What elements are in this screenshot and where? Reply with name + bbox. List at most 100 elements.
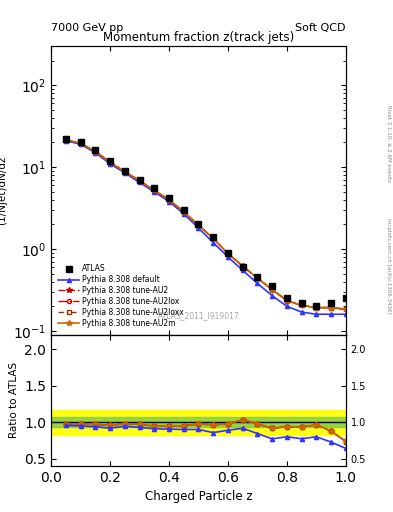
Pythia 8.308 default [299,309,304,315]
ATLAS [329,300,333,306]
ATLAS [64,136,68,142]
Pythia 8.308 tune-AU2lox [167,197,171,203]
Pythia 8.308 default [226,254,230,260]
Pythia 8.308 default [137,179,142,185]
ATLAS [299,300,304,306]
Pythia 8.308 tune-AU2m [93,148,98,155]
ATLAS [137,177,142,183]
ATLAS [78,139,83,145]
ATLAS [255,274,260,281]
Pythia 8.308 tune-AU2m [343,306,348,312]
Pythia 8.308 tune-AU2m [241,263,245,269]
Pythia 8.308 tune-AU2lox [182,209,186,215]
Pythia 8.308 tune-AU2lox [226,250,230,257]
Pythia 8.308 tune-AU2 [123,168,127,175]
Pythia 8.308 tune-AU2 [152,187,156,194]
ATLAS [343,295,348,302]
Pythia 8.308 tune-AU2 [196,222,201,228]
Pythia 8.308 tune-AU2lox [93,148,98,155]
Pythia 8.308 tune-AU2m [152,187,156,194]
Pythia 8.308 default [270,292,275,298]
Pythia 8.308 tune-AU2lox [123,168,127,175]
Pythia 8.308 tune-AU2m [182,209,186,215]
ATLAS [285,295,289,302]
Pythia 8.308 tune-AU2m [270,287,275,293]
Pythia 8.308 tune-AU2 [329,305,333,311]
Pythia 8.308 tune-AU2m [226,250,230,257]
Pythia 8.308 tune-AU2lox [108,159,112,165]
Pythia 8.308 tune-AU2 [285,297,289,304]
Pythia 8.308 default [64,138,68,144]
Line: Pythia 8.308 tune-AU2loxx: Pythia 8.308 tune-AU2loxx [64,138,348,311]
Pythia 8.308 tune-AU2lox [78,140,83,146]
Pythia 8.308 tune-AU2m [137,178,142,184]
Pythia 8.308 tune-AU2loxx [226,250,230,257]
Pythia 8.308 tune-AU2loxx [123,168,127,175]
Pythia 8.308 tune-AU2 [137,178,142,184]
Line: Pythia 8.308 default: Pythia 8.308 default [64,139,348,316]
Pythia 8.308 tune-AU2lox [285,297,289,304]
Pythia 8.308 default [93,150,98,156]
Pythia 8.308 tune-AU2loxx [64,137,68,143]
Pythia 8.308 tune-AU2loxx [137,178,142,184]
ATLAS [211,234,216,240]
Pythia 8.308 tune-AU2loxx [285,297,289,304]
Pythia 8.308 tune-AU2lox [329,305,333,311]
Y-axis label: Ratio to ATLAS: Ratio to ATLAS [9,362,19,438]
Pythia 8.308 tune-AU2m [196,222,201,228]
Pythia 8.308 default [329,311,333,317]
ATLAS [93,147,98,154]
Pythia 8.308 default [152,189,156,195]
ATLAS [182,207,186,213]
Pythia 8.308 tune-AU2loxx [196,222,201,228]
Title: Momentum fraction z(track jets): Momentum fraction z(track jets) [103,31,294,44]
ATLAS [167,195,171,201]
Pythia 8.308 default [108,161,112,167]
Pythia 8.308 tune-AU2 [167,197,171,203]
Pythia 8.308 tune-AU2loxx [108,159,112,165]
ATLAS [123,168,127,174]
ATLAS [314,303,319,309]
Legend: ATLAS, Pythia 8.308 default, Pythia 8.308 tune-AU2, Pythia 8.308 tune-AU2lox, Py: ATLAS, Pythia 8.308 default, Pythia 8.30… [55,261,187,331]
ATLAS [270,283,275,289]
Pythia 8.308 tune-AU2 [78,140,83,146]
Pythia 8.308 tune-AU2loxx [152,187,156,194]
Pythia 8.308 tune-AU2lox [270,287,275,293]
Pythia 8.308 tune-AU2m [255,275,260,281]
Pythia 8.308 tune-AU2loxx [211,236,216,242]
Pythia 8.308 tune-AU2lox [343,306,348,312]
Text: ATLAS_2011_I919017: ATLAS_2011_I919017 [158,311,239,321]
Pythia 8.308 tune-AU2loxx [343,306,348,312]
Pythia 8.308 tune-AU2 [182,209,186,215]
Pythia 8.308 tune-AU2loxx [93,148,98,155]
Pythia 8.308 tune-AU2 [270,287,275,293]
Pythia 8.308 tune-AU2loxx [299,303,304,309]
Pythia 8.308 tune-AU2m [285,297,289,304]
ATLAS [241,264,245,270]
Pythia 8.308 tune-AU2 [241,263,245,269]
Y-axis label: (1/Njet)dN/dz: (1/Njet)dN/dz [0,156,7,225]
Pythia 8.308 tune-AU2loxx [255,275,260,281]
Pythia 8.308 tune-AU2 [226,250,230,257]
Pythia 8.308 tune-AU2m [108,159,112,165]
Pythia 8.308 tune-AU2 [93,148,98,155]
X-axis label: Charged Particle z: Charged Particle z [145,490,252,503]
Pythia 8.308 default [123,170,127,176]
Pythia 8.308 tune-AU2m [329,305,333,311]
Line: Pythia 8.308 tune-AU2m: Pythia 8.308 tune-AU2m [63,137,349,312]
Pythia 8.308 tune-AU2loxx [78,140,83,146]
Pythia 8.308 tune-AU2lox [64,137,68,143]
Pythia 8.308 default [343,311,348,317]
Pythia 8.308 default [255,281,260,287]
Text: Soft QCD: Soft QCD [296,23,346,33]
Text: Rivet 3.1.10; ≥ 2.6M events: Rivet 3.1.10; ≥ 2.6M events [386,105,391,182]
Pythia 8.308 default [196,225,201,231]
Pythia 8.308 tune-AU2loxx [270,287,275,293]
Pythia 8.308 default [285,303,289,309]
Pythia 8.308 default [78,141,83,147]
Pythia 8.308 tune-AU2lox [314,305,319,311]
Pythia 8.308 tune-AU2 [64,137,68,143]
Pythia 8.308 tune-AU2m [123,168,127,175]
Pythia 8.308 tune-AU2loxx [167,197,171,203]
ATLAS [196,221,201,227]
